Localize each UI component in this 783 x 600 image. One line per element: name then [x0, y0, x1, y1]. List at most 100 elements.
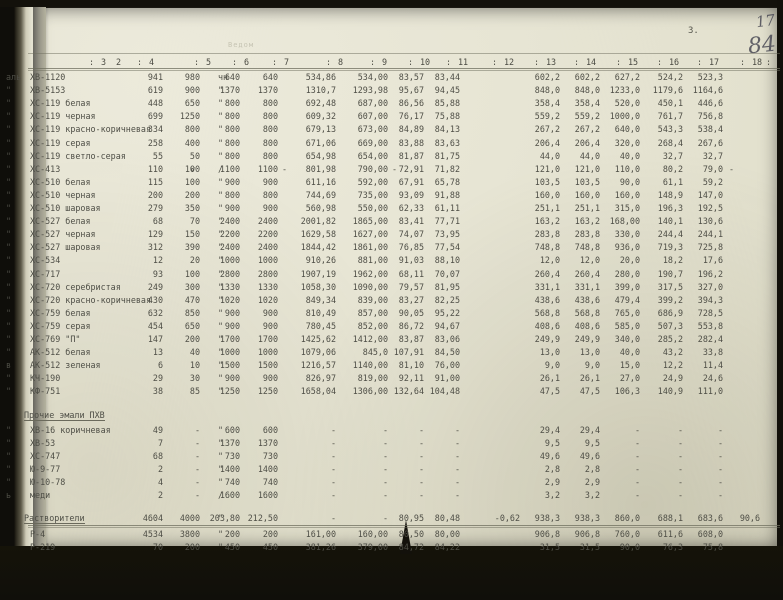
column-separator-3: :	[89, 57, 95, 67]
cell-c11: 104,48	[429, 386, 460, 397]
cell-c9: 673,00	[357, 124, 388, 135]
cell-c4: 38	[152, 386, 163, 397]
cell-c4: 49	[152, 424, 163, 435]
cell-c5: -	[194, 450, 200, 461]
column-header-9: 9	[382, 57, 388, 67]
cell-c10: 86,56	[398, 98, 424, 109]
row-unit: "	[218, 360, 224, 371]
cell-c15: 399,0	[614, 281, 640, 292]
cell-c16: 148,9	[657, 189, 683, 200]
total-cell-c10: 80,95	[398, 513, 424, 524]
cell-c14: 260,4	[574, 268, 600, 279]
cell-c11: -	[454, 477, 460, 487]
cell-c9: 160,00	[357, 529, 388, 540]
row-unit: "	[218, 111, 224, 122]
column-separator-18: :	[740, 57, 746, 67]
cell-c9: -	[382, 463, 388, 474]
row-lead-marker: "	[6, 176, 12, 187]
cell-c15: -	[634, 450, 640, 461]
cell-c15: 160,0	[614, 189, 640, 200]
cell-c5: 150	[184, 229, 200, 240]
cell-c14: 408,6	[574, 320, 600, 331]
cell-c15: 40,0	[619, 150, 640, 161]
cell-c5: -	[194, 477, 200, 487]
cell-c10: 62,33	[398, 203, 424, 213]
cell-c15: 585,0	[614, 320, 640, 331]
row-unit: "	[218, 176, 224, 187]
cell-c4: 699	[147, 111, 163, 122]
row-lead-marker: "	[6, 281, 12, 292]
row-unit: "	[218, 189, 224, 200]
cell-c10: 79,57	[398, 281, 424, 292]
row-check-mark: v	[190, 163, 196, 174]
cell-c11: 76,00	[434, 360, 460, 371]
cell-c14: 358,4	[574, 98, 600, 109]
cell-c11: 88,10	[434, 255, 460, 266]
column-header-16: 16	[669, 57, 680, 67]
cell-c10: 80,50	[398, 529, 424, 540]
cell-c16: 450,1	[657, 98, 683, 109]
cell-c17: -	[717, 424, 723, 435]
cell-c6: 900	[224, 307, 240, 318]
column-separator-10: :	[408, 57, 414, 67]
cell-c14: 12,0	[579, 255, 600, 266]
row-lead-marker: "	[6, 229, 12, 240]
row-label: меди	[30, 490, 51, 501]
row-label: ХС-510 черная	[30, 189, 96, 200]
cell-c7: 1600	[257, 490, 278, 501]
cell-c6: 1600	[219, 490, 240, 501]
cell-c15: 760,0	[614, 529, 640, 540]
row-lead-marker: "	[6, 386, 12, 397]
row-label: ХС-769 "П"	[30, 334, 81, 344]
cell-c4: 200	[147, 189, 163, 200]
cell-c8: 1425,62	[300, 334, 336, 344]
row-label: ХС-119 белая	[30, 98, 91, 109]
cell-c13: 2,8	[544, 463, 560, 474]
cell-c9: 654,00	[357, 150, 388, 161]
cell-c10: -	[418, 490, 424, 501]
cell-c16: 140,1	[657, 216, 683, 227]
cell-c14: 47,5	[579, 386, 600, 397]
row-lead-marker: "	[6, 294, 12, 305]
cell-c14: 249,9	[574, 334, 600, 344]
cell-c8: 810,49	[305, 307, 336, 318]
row-label: КФ-751	[30, 386, 61, 397]
cell-c11: 77,54	[434, 242, 460, 253]
cell-c4: 2	[157, 463, 163, 474]
cell-c5: 850	[184, 307, 200, 318]
cell-c8: -	[330, 490, 336, 501]
cell-c17: 59,2	[702, 176, 723, 187]
cell-c6: 200	[224, 529, 240, 540]
cell-c16: 268,4	[657, 137, 683, 148]
cell-c7: 1250	[257, 386, 278, 397]
cell-c9: 1306,00	[352, 386, 388, 397]
handwritten-number-bottom: 84	[746, 31, 778, 60]
cell-c5: 85	[189, 386, 200, 397]
cell-c7: 1370	[257, 437, 278, 448]
cell-c15: -	[634, 477, 640, 487]
cell-c17: 446,6	[697, 98, 723, 109]
cell-c9: -	[382, 424, 388, 435]
cell-c4: 129	[147, 229, 163, 240]
cell-c17: 147,0	[697, 189, 723, 200]
cell-c8: 1310,7	[305, 85, 336, 96]
cell-c15: 936,0	[614, 242, 640, 253]
cell-c15: 640,0	[614, 124, 640, 135]
cell-c14: 13,0	[579, 347, 600, 358]
cell-c7: 730	[262, 450, 278, 461]
cell-c7: 1330	[257, 281, 278, 292]
cell-c6: 800	[224, 189, 240, 200]
cell-c10: 83,41	[398, 216, 424, 227]
column-separator-5: :	[194, 57, 200, 67]
cell-c9: -	[382, 490, 388, 501]
cell-c7: 1000	[257, 347, 278, 358]
cell-c5: 980	[184, 72, 200, 82]
cell-dash-inline: -	[282, 163, 288, 174]
cell-c13: 438,6	[534, 294, 560, 305]
cell-c16: 317,5	[657, 281, 683, 292]
row-label: ХС-717	[30, 268, 61, 279]
row-lead-marker: "	[6, 111, 12, 122]
cell-c4: 7	[157, 437, 163, 448]
cell-c16: 399,2	[657, 294, 683, 305]
cell-c9: 881,00	[357, 255, 388, 266]
